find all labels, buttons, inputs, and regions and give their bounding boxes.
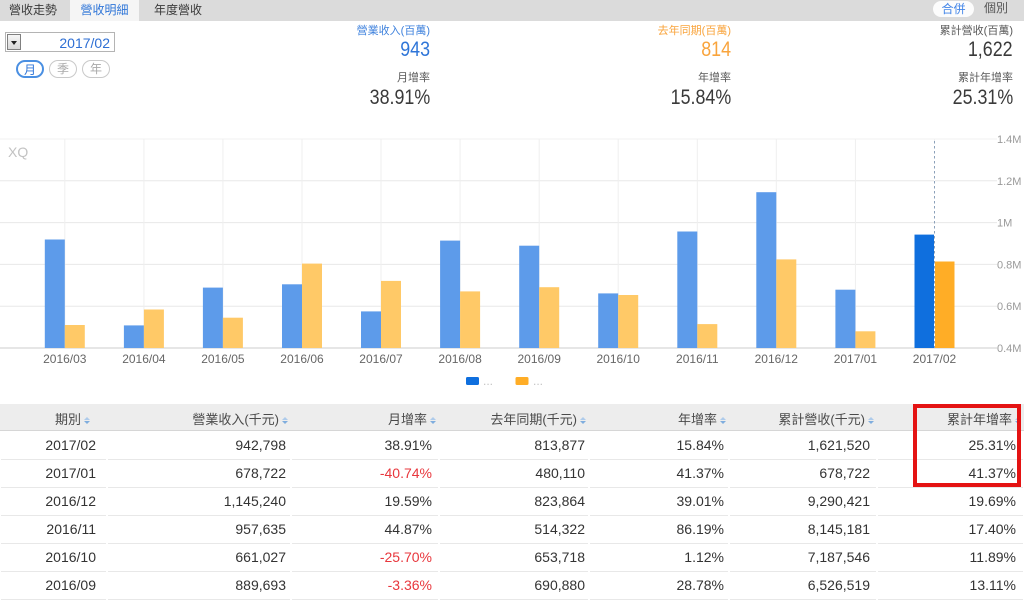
- svg-text:2016/03: 2016/03: [43, 352, 87, 366]
- svg-text:2017/01: 2017/01: [834, 352, 878, 366]
- svg-text:2016/04: 2016/04: [122, 352, 166, 366]
- svg-text:2016/07: 2016/07: [359, 352, 403, 366]
- svg-text:1.4M: 1.4M: [997, 134, 1021, 146]
- svg-text:2017/02: 2017/02: [913, 352, 957, 366]
- svg-text:2016/10: 2016/10: [597, 352, 641, 366]
- svg-text:XQ: XQ: [8, 144, 28, 160]
- svg-text:2016/06: 2016/06: [280, 352, 324, 366]
- svg-text:2016/05: 2016/05: [201, 352, 245, 366]
- svg-text:2016/08: 2016/08: [438, 352, 482, 366]
- svg-text:0.8M: 0.8M: [997, 259, 1021, 271]
- svg-text:2016/12: 2016/12: [755, 352, 799, 366]
- svg-text:2016/09: 2016/09: [518, 352, 562, 366]
- svg-text:0.6M: 0.6M: [997, 301, 1021, 313]
- svg-text:2016/11: 2016/11: [676, 352, 719, 366]
- svg-text:1M: 1M: [997, 218, 1012, 230]
- svg-text:0.4M: 0.4M: [997, 343, 1021, 355]
- svg-text:...: ...: [483, 374, 493, 388]
- svg-text:...: ...: [533, 374, 543, 388]
- svg-text:1.2M: 1.2M: [997, 176, 1021, 188]
